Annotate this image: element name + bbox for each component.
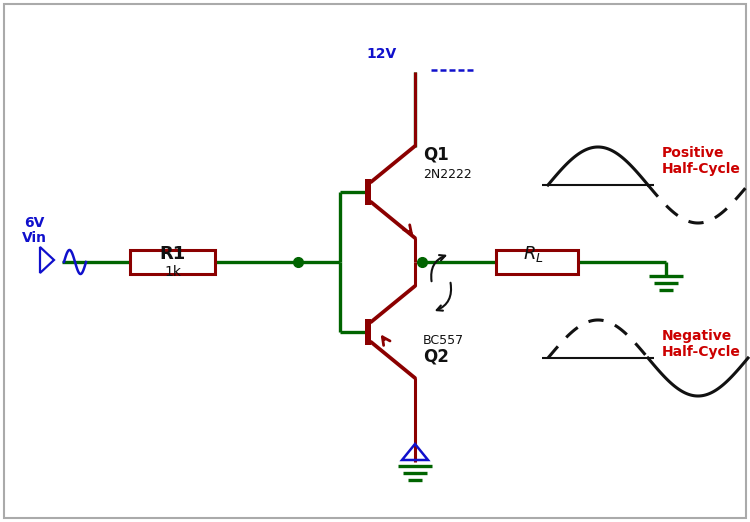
Text: 6V: 6V [24, 216, 44, 230]
Text: BC557: BC557 [423, 334, 464, 347]
Bar [496, 250, 578, 274]
Text: 1k: 1k [164, 265, 181, 279]
Text: Q2: Q2 [423, 348, 448, 366]
Text: Q1: Q1 [423, 146, 448, 164]
Bar [365, 319, 371, 345]
Bar [365, 179, 371, 205]
Text: 12V: 12V [367, 47, 397, 61]
Text: R1: R1 [159, 245, 186, 263]
Text: Vin: Vin [22, 231, 46, 245]
Text: Half-Cycle: Half-Cycle [662, 345, 741, 359]
Text: Half-Cycle: Half-Cycle [662, 162, 741, 176]
Text: 2N2222: 2N2222 [423, 168, 472, 181]
Bar [130, 250, 215, 274]
Text: Positive: Positive [662, 146, 724, 160]
Text: Negative: Negative [662, 329, 732, 343]
Text: $R_L$: $R_L$ [523, 244, 544, 264]
